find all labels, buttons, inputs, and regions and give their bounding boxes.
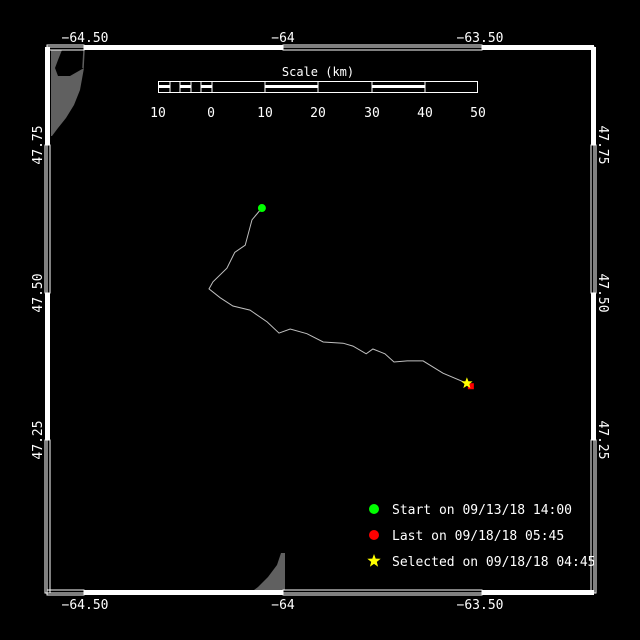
scale-title: Scale (km) <box>282 65 354 79</box>
last-marker[interactable] <box>467 383 474 390</box>
lat-tick-right: 47.50 <box>595 273 610 312</box>
start-marker[interactable] <box>257 204 266 213</box>
legend: Start on 09/13/18 14:00 Last on 09/18/18… <box>367 503 596 570</box>
scale-label: 40 <box>417 106 433 121</box>
yellow-star-icon <box>367 554 381 567</box>
legend-start-label: Start on 09/13/18 14:00 <box>392 503 572 518</box>
scale-label: 30 <box>364 106 380 121</box>
lon-tick-bottom: −63.50 <box>457 598 504 613</box>
lat-tick-left: 47.25 <box>31 420 46 459</box>
lon-tick-top: −64.50 <box>62 31 109 46</box>
coastline <box>82 49 85 69</box>
scale-label: 50 <box>470 106 486 121</box>
lon-tick-top: −63.50 <box>457 31 504 46</box>
drifter-track-line <box>208 207 472 387</box>
lon-tick-bottom: −64 <box>271 598 295 613</box>
green-dot-icon <box>369 504 379 514</box>
selected-star-marker[interactable] <box>461 377 473 389</box>
lat-tick-left: 47.50 <box>31 273 46 312</box>
lat-tick-left: 47.75 <box>31 125 46 164</box>
scale-label: 0 <box>207 106 215 121</box>
map-frame <box>44 44 597 596</box>
red-dot-icon <box>369 530 379 540</box>
legend-selected-label: Selected on 09/18/18 04:45 <box>392 555 596 570</box>
scale-label: 10 <box>150 106 166 121</box>
lat-tick-right: 47.75 <box>595 125 610 164</box>
scale-label: 10 <box>257 106 273 121</box>
lon-tick-top: −64 <box>271 31 295 46</box>
land-northwest <box>51 50 84 136</box>
scale-bar: Scale (km) 10 0 10 20 30 40 50 <box>150 65 486 121</box>
lon-tick-bottom: −64.50 <box>62 598 109 613</box>
land-south <box>254 553 285 590</box>
scale-label: 20 <box>310 106 326 121</box>
legend-last-label: Last on 09/18/18 05:45 <box>392 529 564 544</box>
lat-tick-right: 47.25 <box>595 420 610 459</box>
